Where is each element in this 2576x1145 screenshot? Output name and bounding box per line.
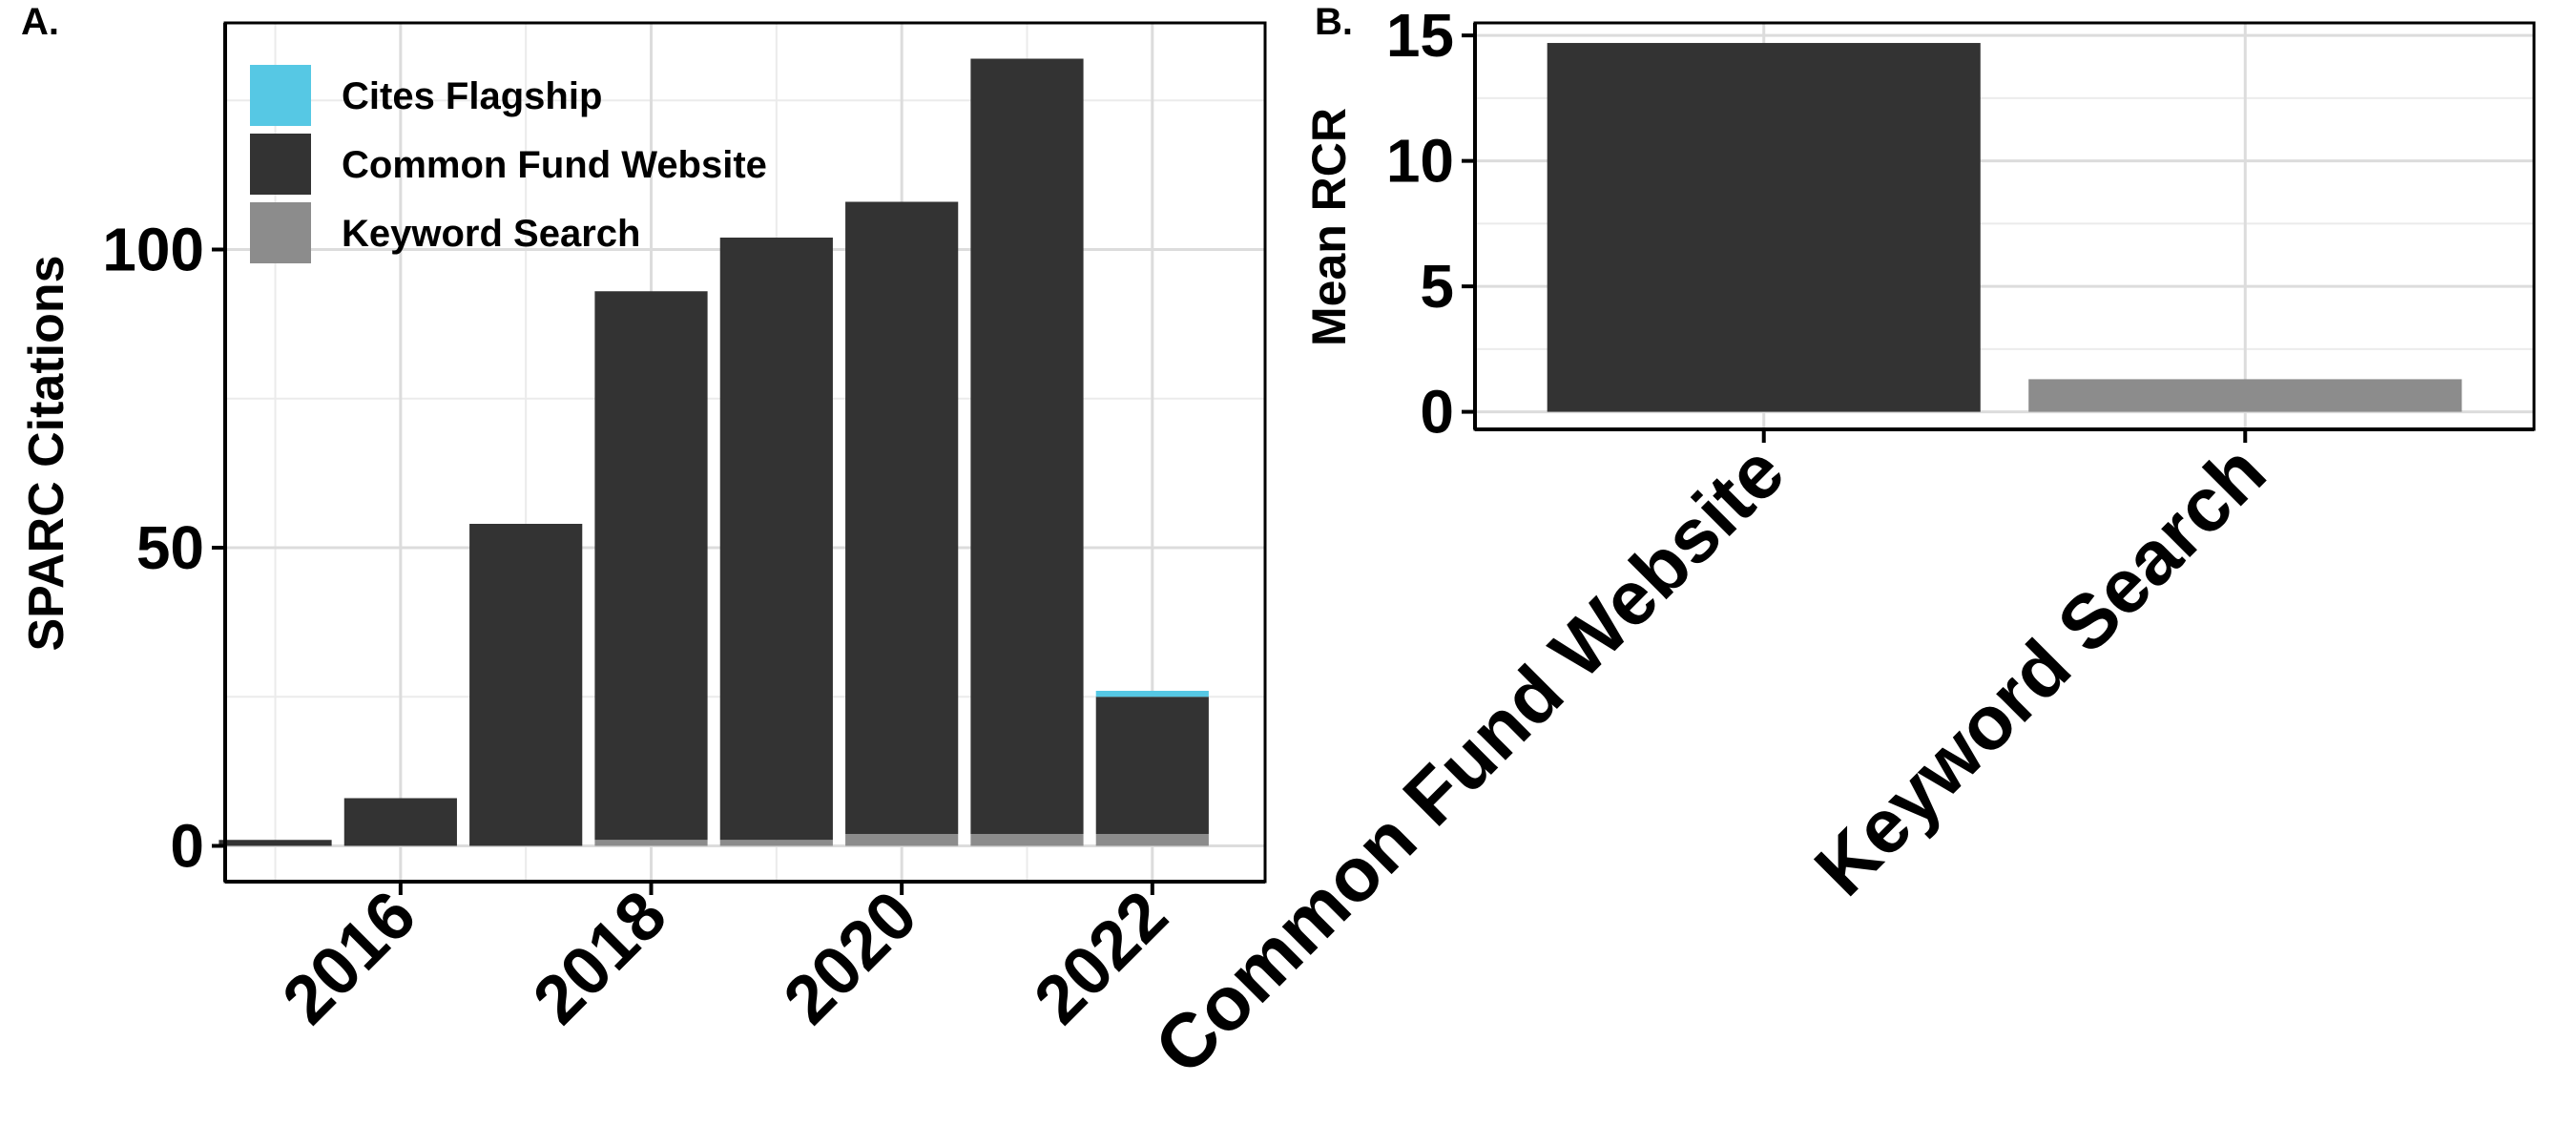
legend-swatch <box>250 134 311 195</box>
bar-common-fund-website-2016 <box>343 798 457 846</box>
panel-b-y-axis-title: Mean RCR <box>1302 108 1356 346</box>
bar-common-fund-website <box>1547 43 1981 412</box>
bar-common-fund-website-2020 <box>845 201 959 834</box>
panel-a-x-tick-label: 2018 <box>519 877 681 1039</box>
bar-keyword-search-2018 <box>594 840 708 846</box>
bar-keyword-search-2019 <box>719 840 833 846</box>
panel-b-y-ticks: 0 5 10 15 <box>1386 1 1475 447</box>
bar-common-fund-website-2018 <box>594 291 708 841</box>
panel-b-y-tick-label: 0 <box>1420 378 1454 447</box>
panel-a-y-axis-title: SPARC Citations <box>19 255 74 651</box>
bar-common-fund-website-2021 <box>970 58 1084 834</box>
legend-swatch <box>250 202 311 263</box>
legend-swatch <box>250 65 311 126</box>
bar-common-fund-website-2022 <box>1095 697 1209 834</box>
legend-label: Keyword Search <box>342 213 640 255</box>
panel-a-y-tick-label: 50 <box>136 513 204 582</box>
bar-keyword-search-2021 <box>970 834 1084 846</box>
legend-label: Cites Flagship <box>342 75 602 117</box>
panel-a-label: A. <box>21 1 59 43</box>
panel-a-x-ticks: 2016 2018 2020 2022 <box>268 877 1182 1039</box>
panel-b-y-tick-label: 15 <box>1386 1 1454 70</box>
bar-keyword-search-2020 <box>845 834 959 846</box>
bar-keyword-search <box>2028 379 2462 412</box>
panel-a-frame <box>223 21 1267 884</box>
panel-a-bars <box>218 58 1209 846</box>
bar-keyword-search-2022 <box>1095 834 1209 846</box>
bar-common-fund-website-2019 <box>719 238 833 841</box>
bar-common-fund-website-2015 <box>218 840 332 846</box>
panel-b-label: B. <box>1315 1 1353 43</box>
legend-label: Common Fund Website <box>342 144 767 186</box>
panel-a-y-tick-label: 0 <box>170 812 204 881</box>
bar-common-fund-website-2017 <box>469 524 583 846</box>
panel-a-x-tick-label: 2016 <box>268 877 430 1039</box>
panel-b-x-tick-label: Common Fund Website <box>1138 428 1800 1091</box>
panel-b-x-tick-label: Keyword Search <box>1798 428 2281 911</box>
panel-a-y-tick-label: 100 <box>102 216 204 284</box>
panel-a-legend: Cites Flagship Common Fund Website Keyword… <box>250 65 767 263</box>
panel-b-y-tick-label: 10 <box>1386 127 1454 196</box>
panel-b-bars <box>1547 43 2462 412</box>
panel-b-y-tick-label: 5 <box>1420 252 1454 321</box>
panel-a-x-tick-label: 2020 <box>770 877 932 1039</box>
panel-b-frame <box>1473 21 2536 431</box>
panel-a-y-ticks: 0 50 100 <box>102 216 225 881</box>
bar-cites-flagship-2022 <box>1095 691 1209 697</box>
